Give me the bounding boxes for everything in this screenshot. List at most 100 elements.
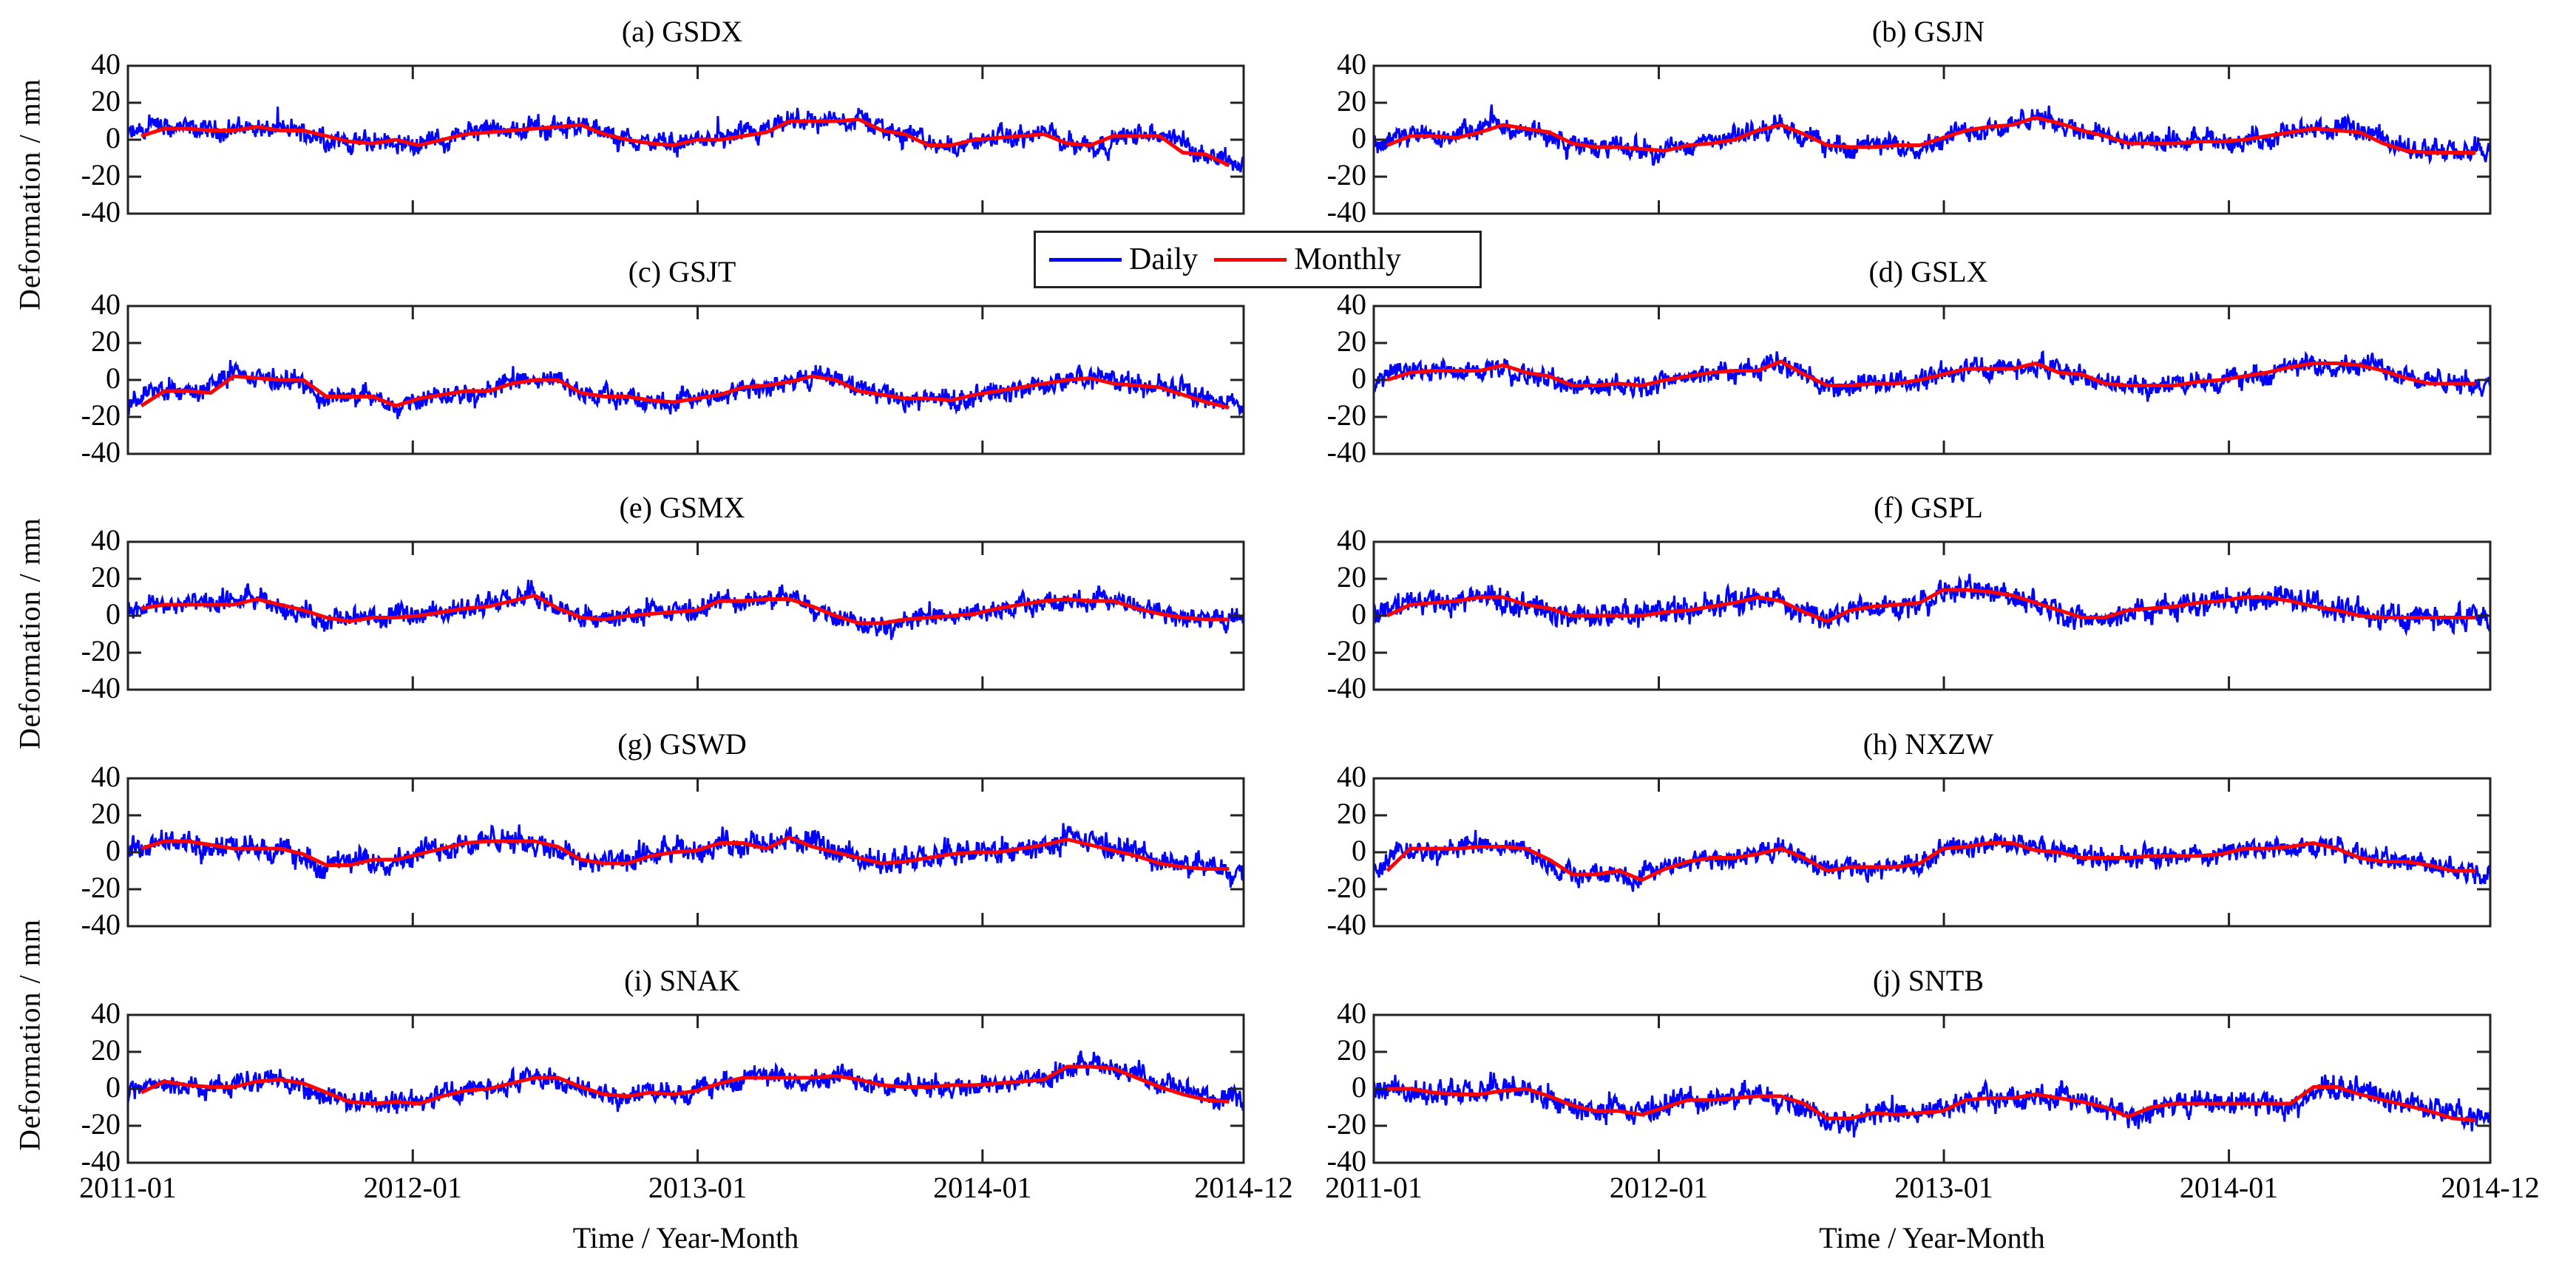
monthly-series-line bbox=[140, 835, 1230, 871]
plot-area bbox=[1372, 540, 2492, 691]
y-tick-label: -40 bbox=[81, 671, 121, 704]
panel-title: (d) GSLX bbox=[1868, 255, 1988, 288]
y-tick-label: 0 bbox=[106, 1070, 121, 1104]
y-tick-label: -20 bbox=[1326, 634, 1366, 667]
x-tick-label: 2014-12 bbox=[1194, 1171, 1293, 1204]
y-tick-label: 40 bbox=[1337, 523, 1366, 557]
axes-frame bbox=[1372, 777, 2492, 928]
y-tick-label: 0 bbox=[106, 597, 121, 631]
y-tick-label: 0 bbox=[106, 834, 121, 867]
x-tick-label: 2014-12 bbox=[2441, 1171, 2540, 1204]
y-tick-label: -20 bbox=[1326, 398, 1366, 432]
y-tick-label: 20 bbox=[91, 1033, 121, 1067]
y-tick-label: 20 bbox=[91, 84, 121, 118]
y-tick-label: -40 bbox=[81, 908, 121, 941]
monthly-series-line bbox=[1387, 1085, 2476, 1122]
daily-line-swatch-icon bbox=[1049, 257, 1122, 262]
daily-series-line bbox=[1372, 1071, 2492, 1138]
y-tick-label: -40 bbox=[81, 195, 121, 228]
legend-label-monthly: Monthly bbox=[1294, 242, 1401, 276]
y-tick-label: 20 bbox=[91, 560, 121, 594]
daily-series-line bbox=[1372, 104, 2492, 166]
x-tick-label: 2013-01 bbox=[648, 1171, 748, 1204]
x-tick-label: 2011-01 bbox=[79, 1171, 177, 1204]
y-tick-label: -40 bbox=[1326, 671, 1366, 704]
x-tick-label: 2011-01 bbox=[1325, 1171, 1423, 1204]
axis-ticks bbox=[128, 778, 1244, 926]
monthly-series-line bbox=[140, 374, 1230, 410]
y-tick-label: 40 bbox=[91, 996, 121, 1030]
y-tick-label: -20 bbox=[81, 634, 121, 667]
plot-area bbox=[126, 64, 1245, 215]
panel-title: (g) GSWD bbox=[617, 727, 747, 761]
daily-series-line bbox=[126, 823, 1245, 888]
axis-ticks bbox=[128, 66, 1244, 214]
plot-area bbox=[1372, 1013, 2492, 1164]
panel-title: (a) GSDX bbox=[621, 15, 743, 48]
y-tick-label: -20 bbox=[81, 158, 121, 191]
x-tick-label: 2014-01 bbox=[2179, 1171, 2279, 1204]
y-tick-label: 0 bbox=[1352, 361, 1366, 395]
axis-ticks bbox=[1374, 1015, 2490, 1163]
y-tick-label: 40 bbox=[91, 760, 121, 793]
y-tick-label: 20 bbox=[1337, 797, 1366, 830]
y-tick-label: 40 bbox=[1337, 288, 1366, 321]
y-tick-label: -40 bbox=[81, 1144, 121, 1178]
y-tick-label: -40 bbox=[81, 435, 121, 469]
legend-item-monthly: Monthly bbox=[1198, 242, 1401, 277]
y-tick-label: -20 bbox=[1326, 871, 1366, 904]
monthly-series-line bbox=[140, 1064, 1230, 1106]
x-tick-label: 2012-01 bbox=[363, 1171, 462, 1204]
axis-ticks bbox=[1374, 778, 2490, 926]
legend: Daily Monthly bbox=[1034, 231, 1482, 288]
daily-series-line bbox=[1373, 574, 2492, 636]
x-tick-label: 2014-01 bbox=[933, 1171, 1032, 1204]
y-tick-label: -20 bbox=[81, 871, 121, 904]
plot-area bbox=[126, 540, 1245, 691]
y-axis-label: Deformation / mm bbox=[13, 919, 47, 1151]
monthly-series-line bbox=[1386, 588, 2476, 623]
plot-area bbox=[1372, 777, 2492, 928]
axis-ticks bbox=[1374, 542, 2490, 690]
y-tick-label: -40 bbox=[1326, 908, 1366, 941]
axis-ticks bbox=[128, 306, 1244, 454]
daily-series-line bbox=[126, 580, 1245, 640]
y-tick-label: 0 bbox=[106, 121, 121, 154]
y-axis-label: Deformation / mm bbox=[13, 78, 47, 310]
y-tick-label: 20 bbox=[1337, 560, 1366, 594]
legend-item-daily: Daily bbox=[1036, 242, 1198, 277]
panel-title: (i) SNAK bbox=[624, 964, 740, 997]
axis-ticks bbox=[1374, 306, 2490, 454]
panel-title: (e) GSMX bbox=[619, 491, 745, 524]
panel-title: (f) GSPL bbox=[1874, 491, 1983, 524]
axis-ticks bbox=[128, 1015, 1244, 1163]
axis-ticks bbox=[1374, 66, 2490, 214]
y-tick-label: 40 bbox=[1337, 760, 1366, 793]
monthly-series-line bbox=[140, 594, 1230, 625]
plot-area bbox=[126, 1013, 1245, 1164]
y-tick-label: 20 bbox=[1337, 325, 1366, 358]
y-tick-label: -40 bbox=[1326, 1144, 1366, 1178]
legend-label-daily: Daily bbox=[1129, 242, 1199, 276]
y-tick-label: 20 bbox=[1337, 84, 1366, 118]
plot-area bbox=[1372, 64, 2492, 215]
daily-series-line bbox=[126, 360, 1244, 419]
y-tick-label: -40 bbox=[1326, 195, 1366, 228]
y-tick-label: -20 bbox=[1326, 158, 1366, 191]
monthly-series-line bbox=[140, 118, 1230, 168]
y-tick-label: 20 bbox=[91, 797, 121, 830]
monthly-series-line bbox=[1386, 115, 2476, 154]
x-tick-label: 2012-01 bbox=[1609, 1171, 1709, 1204]
y-tick-label: 0 bbox=[1352, 597, 1366, 631]
panel-title: (c) GSJT bbox=[628, 255, 736, 288]
y-tick-label: 40 bbox=[1337, 996, 1366, 1030]
y-tick-label: 0 bbox=[1352, 121, 1366, 154]
y-tick-label: 40 bbox=[91, 523, 121, 557]
y-tick-label: 0 bbox=[1352, 1070, 1366, 1104]
daily-series-line bbox=[126, 1050, 1245, 1114]
y-tick-label: -20 bbox=[81, 1107, 121, 1141]
y-tick-label: -40 bbox=[1326, 435, 1366, 469]
plot-area bbox=[126, 305, 1245, 455]
y-tick-label: 0 bbox=[106, 361, 121, 395]
y-axis-label: Deformation / mm bbox=[13, 517, 47, 750]
